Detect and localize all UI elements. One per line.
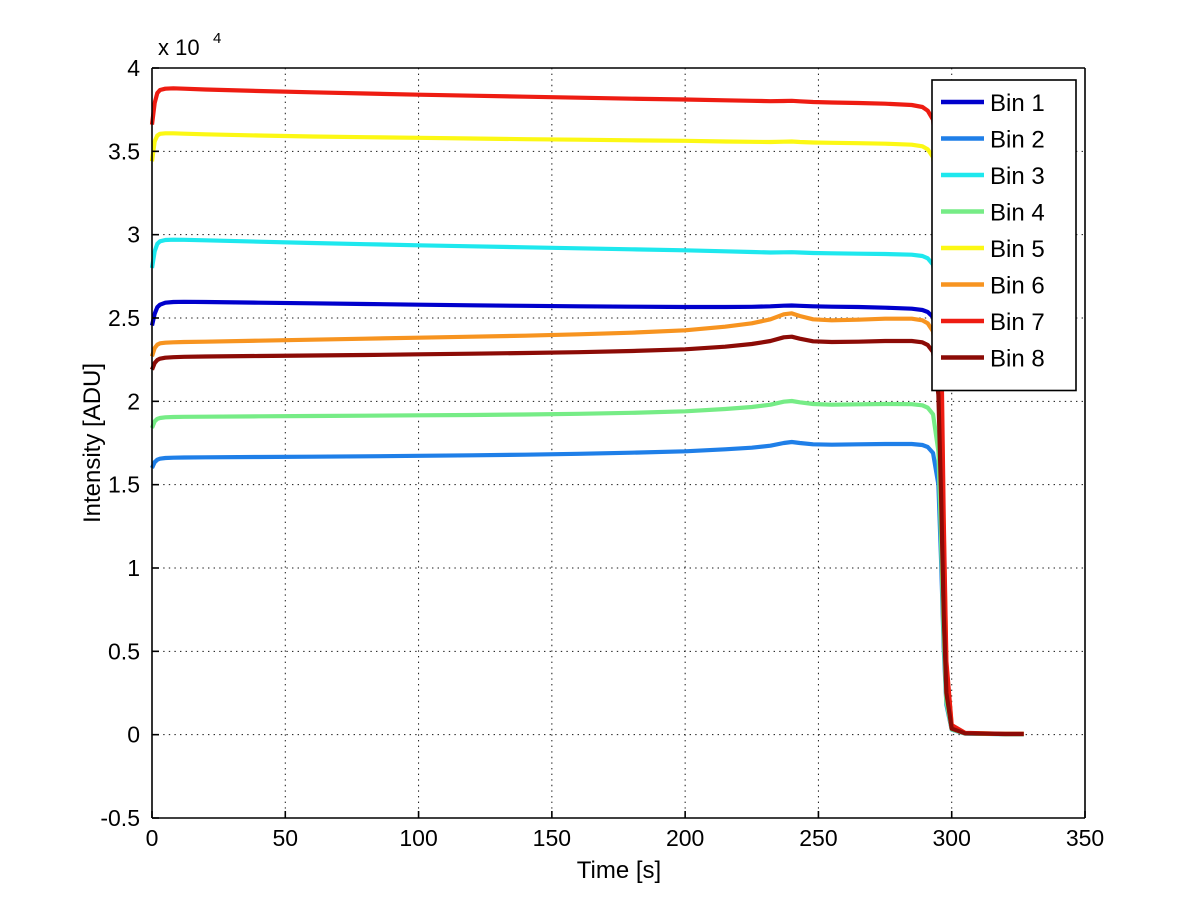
legend-label: Bin 8 bbox=[990, 346, 1045, 373]
x-tick-label: 150 bbox=[533, 825, 571, 851]
y-tick-labels: -0.5 0 0.5 1 1.5 2 2.5 3 3.5 4 bbox=[100, 55, 140, 831]
y-tick-label: 4 bbox=[127, 55, 140, 81]
tick-marks bbox=[151, 67, 1086, 819]
legend-label: Bin 7 bbox=[990, 309, 1045, 336]
legend-label: Bin 2 bbox=[990, 127, 1045, 154]
axes-frame bbox=[151, 67, 1086, 819]
legend-item-bin-6[interactable]: Bin 6 bbox=[941, 273, 1045, 300]
y-tick-label: 0.5 bbox=[108, 638, 140, 664]
y-axis-exponent-power: 4 bbox=[213, 30, 221, 47]
legend-item-bin-4[interactable]: Bin 4 bbox=[941, 200, 1045, 227]
y-tick-label: 3 bbox=[127, 222, 140, 248]
series-line-bin-3 bbox=[149, 237, 1024, 737]
x-tick-labels: 0 50 100 150 200 250 300 350 bbox=[146, 825, 1105, 851]
y-tick-label: -0.5 bbox=[100, 805, 140, 831]
legend-item-bin-3[interactable]: Bin 3 bbox=[941, 163, 1045, 190]
legend-item-bin-8[interactable]: Bin 8 bbox=[941, 346, 1045, 373]
x-tick-label: 300 bbox=[933, 825, 971, 851]
x-tick-label: 0 bbox=[146, 825, 159, 851]
series-line-bin-5 bbox=[149, 131, 1024, 736]
series-line-bin-1 bbox=[149, 299, 1024, 737]
y-tick-label: 2.5 bbox=[108, 305, 140, 331]
legend-label: Bin 1 bbox=[990, 90, 1045, 117]
x-tick-label: 100 bbox=[399, 825, 437, 851]
x-axis-title: Time [s] bbox=[577, 857, 661, 884]
y-axis-title: Intensity [ADU] bbox=[79, 363, 106, 523]
series-line-bin-7 bbox=[149, 86, 1024, 736]
y-tick-label: 0 bbox=[127, 722, 140, 748]
legend-item-bin-5[interactable]: Bin 5 bbox=[941, 236, 1045, 263]
legend-label: Bin 4 bbox=[990, 200, 1045, 227]
series-line-bin-6 bbox=[150, 311, 1024, 737]
y-tick-label: 3.5 bbox=[108, 138, 140, 164]
series-line-bin-4 bbox=[150, 398, 1024, 737]
legend-label: Bin 5 bbox=[990, 236, 1045, 263]
legend-item-bin-2[interactable]: Bin 2 bbox=[941, 127, 1045, 154]
legend-item-bin-7[interactable]: Bin 7 bbox=[941, 309, 1045, 336]
x-tick-label: 200 bbox=[666, 825, 704, 851]
x-tick-label: 50 bbox=[272, 825, 298, 851]
legend-box bbox=[931, 79, 1077, 392]
legend[interactable]: Bin 1 Bin 2 Bin 3 Bin 4 Bin 5 Bin 6 Bin 7 Bin 8 bbox=[931, 79, 1077, 392]
series-line-bin-2 bbox=[150, 439, 1024, 737]
x-tick-label: 350 bbox=[1066, 825, 1104, 851]
x-tick-label: 250 bbox=[799, 825, 837, 851]
series-lines bbox=[149, 86, 1024, 737]
y-tick-label: 1.5 bbox=[108, 472, 140, 498]
legend-label: Bin 6 bbox=[990, 273, 1045, 300]
legend-label: Bin 3 bbox=[990, 163, 1045, 190]
series-line-bin-8 bbox=[150, 334, 1024, 737]
legend-item-bin-1[interactable]: Bin 1 bbox=[941, 90, 1045, 117]
y-axis-exponent-label: x 10 bbox=[158, 35, 200, 60]
y-tick-label: 1 bbox=[127, 555, 140, 581]
y-tick-label: 2 bbox=[127, 388, 140, 414]
